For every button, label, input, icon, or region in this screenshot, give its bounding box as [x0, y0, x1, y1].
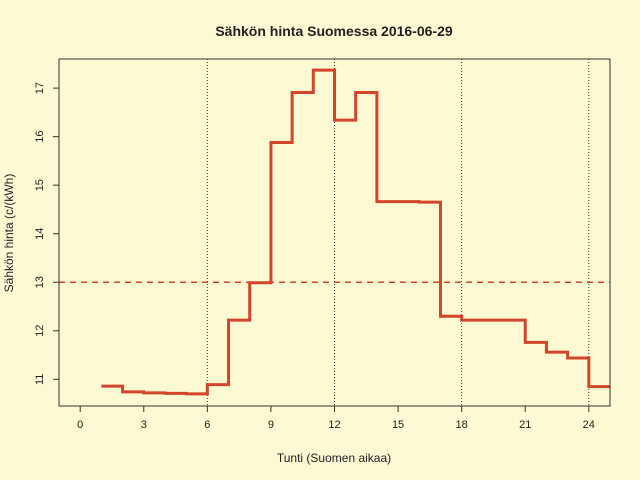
x-tick-label: 24 [583, 419, 595, 431]
x-axis-label: Tunti (Suomen aikaa) [277, 451, 391, 465]
chart-title: Sähkön hinta Suomessa 2016-06-29 [215, 23, 453, 39]
y-tick-label: 17 [34, 82, 46, 94]
y-tick-label: 13 [34, 276, 46, 288]
x-tick-label: 21 [519, 419, 531, 431]
y-tick-label: 11 [34, 374, 46, 385]
x-axis: 0 3 6 9 12 15 18 21 24 [77, 406, 595, 431]
x-tick-label: 0 [77, 419, 83, 431]
y-tick-label: 16 [34, 131, 46, 143]
y-axis: 11 12 13 14 15 16 17 [34, 82, 59, 385]
gridlines [206, 59, 590, 406]
y-axis-label: Sähkön hinta (c/(kWh) [2, 174, 16, 293]
x-tick-label: 3 [141, 419, 147, 431]
series-group [101, 68, 610, 396]
price-step-line [101, 68, 610, 396]
x-tick-label: 18 [456, 419, 468, 431]
y-tick-label: 14 [34, 228, 46, 240]
y-tick-label: 12 [34, 325, 46, 337]
x-tick-label: 9 [268, 419, 274, 431]
y-tick-label: 15 [34, 179, 46, 191]
x-tick-label: 6 [204, 419, 210, 431]
x-tick-label: 15 [392, 419, 404, 431]
x-tick-label: 12 [328, 419, 340, 431]
